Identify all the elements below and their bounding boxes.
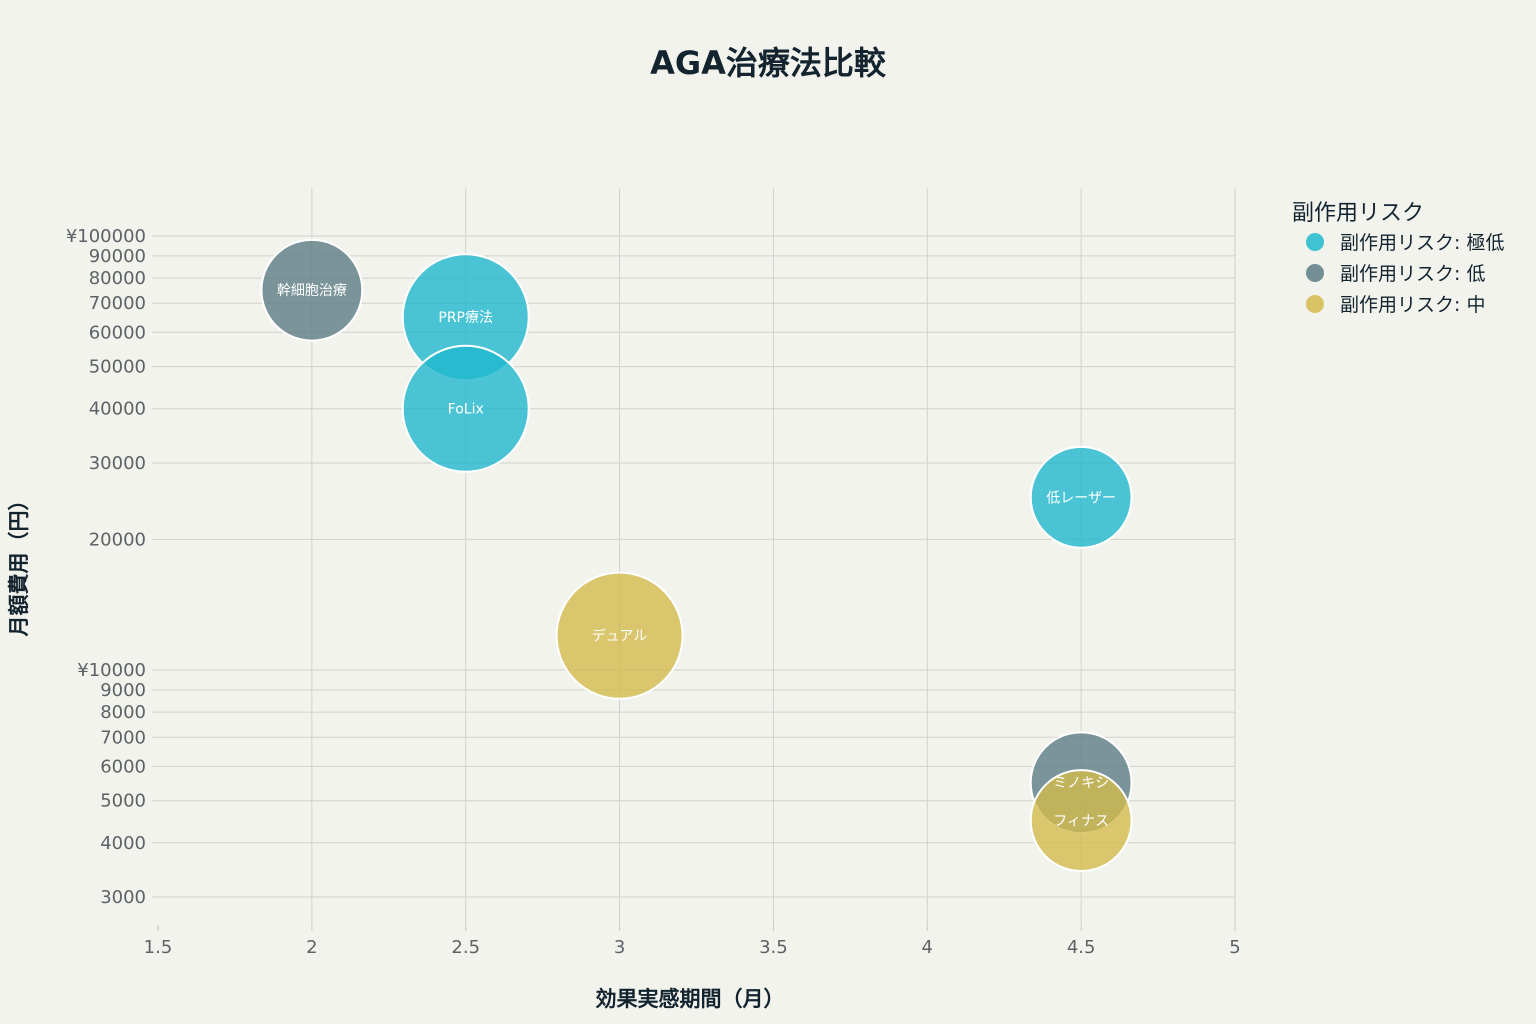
legend-marker[interactable] xyxy=(1306,233,1324,251)
bubble-label: ミノキシ xyxy=(1053,776,1109,792)
legend-entry[interactable]: 副作用リスク: 低 xyxy=(1340,263,1485,285)
x-tick-label: 1.5 xyxy=(144,937,173,958)
x-tick-label: 2.5 xyxy=(451,937,480,958)
y-tick-label: 50000 xyxy=(89,357,146,378)
bubble-label: デュアル xyxy=(592,628,648,645)
y-tick-label: ¥10000 xyxy=(77,660,146,681)
x-tick-label: 4.5 xyxy=(1067,937,1096,958)
y-axis-title: 月額費用（円） xyxy=(7,490,31,638)
y-tick-label: 90000 xyxy=(89,246,146,267)
x-axis-title: 効果実感期間（月） xyxy=(596,987,785,1011)
y-gridlines xyxy=(152,235,1235,898)
bubble-label: 幹細胞治療 xyxy=(277,282,347,299)
x-tick-labels: 1.5 2 2.5 3 3.5 4 4.5 5 xyxy=(144,925,1241,958)
y-tick-label: 8000 xyxy=(100,702,146,723)
y-tick-label: 70000 xyxy=(89,293,146,314)
y-tick-label: 60000 xyxy=(89,322,146,343)
legend-entry[interactable]: 副作用リスク: 極低 xyxy=(1340,232,1504,254)
y-tick-label: 4000 xyxy=(100,833,146,854)
bubble-label: フィナス xyxy=(1053,814,1109,830)
y-tick-label: 40000 xyxy=(89,399,146,420)
chart-title: AGA治療法比較 xyxy=(650,44,887,82)
y-tick-label: 5000 xyxy=(100,791,146,812)
y-tick-label: 7000 xyxy=(100,727,146,748)
y-tick-label: 3000 xyxy=(100,887,146,908)
legend-marker[interactable] xyxy=(1306,264,1324,282)
bubble-label: 低レーザー xyxy=(1046,490,1116,506)
y-tick-label: 9000 xyxy=(100,680,146,701)
x-tick-label: 2 xyxy=(306,937,317,958)
bubble-layer xyxy=(260,238,1133,872)
y-tick-label: ¥100000 xyxy=(66,226,146,247)
y-tick-label: 6000 xyxy=(100,756,146,777)
bubble-point[interactable] xyxy=(1029,445,1133,549)
y-tick-label: 80000 xyxy=(89,268,146,289)
y-tick-label: 30000 xyxy=(89,453,146,474)
x-tick-label: 5 xyxy=(1229,937,1240,958)
x-tick-label: 4 xyxy=(922,937,933,958)
bubble-label: FoLix xyxy=(448,402,484,418)
bubble-point[interactable] xyxy=(1029,769,1133,872)
legend-title: 副作用リスク xyxy=(1292,201,1424,226)
legend-marker[interactable] xyxy=(1306,295,1324,313)
y-tick-label: 20000 xyxy=(89,529,146,550)
x-tick-label: 3 xyxy=(614,937,625,958)
legend-entry[interactable]: 副作用リスク: 中 xyxy=(1340,294,1485,316)
x-tick-label: 3.5 xyxy=(759,937,788,958)
bubble-label: PRP療法 xyxy=(438,309,493,326)
bubble-point[interactable] xyxy=(401,344,530,473)
bubble-point[interactable] xyxy=(260,238,364,342)
bubble-point[interactable] xyxy=(555,571,684,700)
